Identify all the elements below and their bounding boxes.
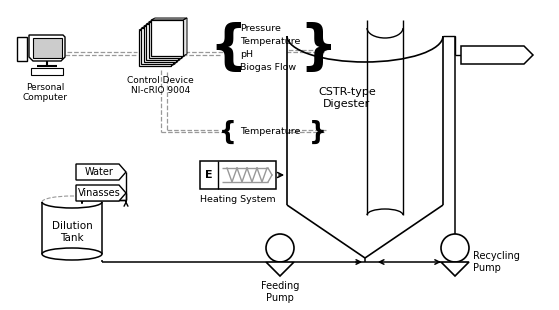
FancyBboxPatch shape <box>33 38 62 58</box>
Text: Feeding
Pump: Feeding Pump <box>261 281 299 303</box>
Polygon shape <box>149 20 184 22</box>
Ellipse shape <box>42 248 102 260</box>
Polygon shape <box>141 26 177 28</box>
Text: Personal
Computer: Personal Computer <box>22 83 68 102</box>
Polygon shape <box>181 20 184 58</box>
Polygon shape <box>183 18 187 56</box>
Polygon shape <box>173 26 177 64</box>
Polygon shape <box>171 28 175 66</box>
FancyBboxPatch shape <box>149 22 181 58</box>
FancyBboxPatch shape <box>17 37 27 61</box>
Text: Water: Water <box>84 167 113 177</box>
Polygon shape <box>266 262 294 276</box>
FancyBboxPatch shape <box>200 161 276 189</box>
Polygon shape <box>139 28 175 30</box>
Text: Recycling
Pump: Recycling Pump <box>473 251 520 273</box>
Polygon shape <box>178 22 182 60</box>
Polygon shape <box>151 18 187 20</box>
Text: Dilution
Tank: Dilution Tank <box>51 221 92 243</box>
Polygon shape <box>441 262 469 276</box>
Text: Pressure
Temperature
pH
Biogas Flow: Pressure Temperature pH Biogas Flow <box>240 24 300 72</box>
Polygon shape <box>176 24 180 62</box>
Text: {: { <box>209 22 247 74</box>
Polygon shape <box>144 24 180 26</box>
Text: {: { <box>219 120 237 144</box>
Text: }: } <box>299 22 337 74</box>
FancyBboxPatch shape <box>144 26 176 62</box>
FancyBboxPatch shape <box>31 68 63 75</box>
Text: CSTR-type
Digester: CSTR-type Digester <box>318 87 376 109</box>
Text: E: E <box>205 170 213 180</box>
Polygon shape <box>146 22 182 24</box>
Text: Outlet Flow: Outlet Flow <box>468 51 520 60</box>
Polygon shape <box>461 46 533 64</box>
Circle shape <box>266 234 294 262</box>
Text: Vinasses: Vinasses <box>78 188 120 198</box>
FancyBboxPatch shape <box>146 24 178 60</box>
Text: Heating System: Heating System <box>200 195 276 204</box>
FancyBboxPatch shape <box>139 30 171 66</box>
Text: }: } <box>309 120 327 144</box>
FancyBboxPatch shape <box>151 20 183 56</box>
FancyBboxPatch shape <box>141 28 173 64</box>
Polygon shape <box>76 185 126 201</box>
Text: Control Device
NI-cRIO 9004: Control Device NI-cRIO 9004 <box>127 76 193 95</box>
Circle shape <box>441 234 469 262</box>
Text: Temperature: Temperature <box>240 127 300 136</box>
Polygon shape <box>29 35 65 61</box>
Polygon shape <box>76 164 126 180</box>
